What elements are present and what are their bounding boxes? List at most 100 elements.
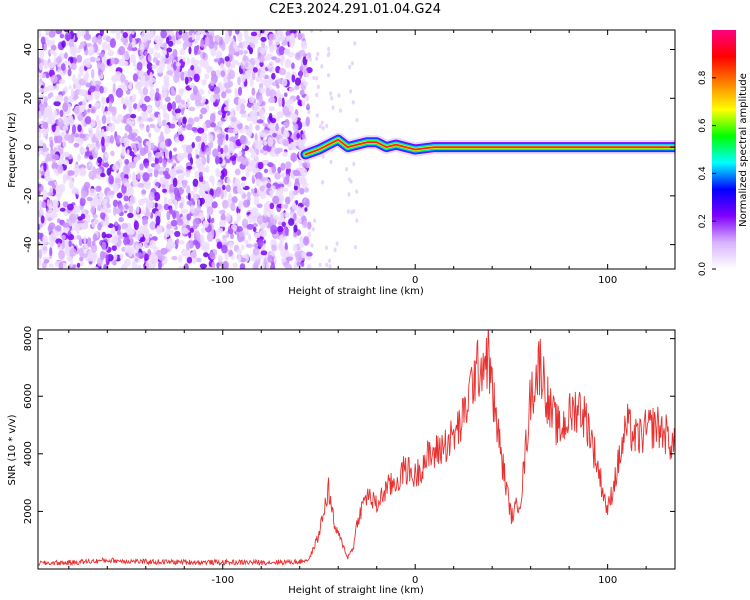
heatmap-cell [87,108,91,113]
heatmap-cell [120,30,124,34]
heatmap-cell [201,79,207,86]
heatmap-cell [75,47,81,54]
heatmap-cell [166,70,174,76]
heatmap-cell [215,170,222,178]
heatmap-cell [291,113,298,123]
heatmap-cell [143,182,150,188]
heatmap-cell [55,135,63,144]
heatmap-cell [125,164,129,173]
y-tick-label: 40 [23,43,34,56]
heatmap-cell [276,78,282,84]
heatmap-cell [186,57,190,66]
heatmap-cell [203,252,209,258]
heatmap-cell [177,127,183,136]
heatmap-cell [263,258,267,265]
heatmap-cell [230,202,236,212]
heatmap-cell [57,117,64,128]
heatmap-cell [316,51,320,57]
heatmap-cell [246,129,251,136]
heatmap-cell [199,113,203,120]
heatmap-cell [142,117,149,122]
heatmap-cell [145,234,150,244]
heatmap-cell [221,244,228,254]
heatmap-cell [167,138,172,147]
heatmap-cell [205,147,212,157]
heatmap-cell [50,74,58,84]
heatmap-cell [196,157,203,167]
colorbar-tick-label: 0.8 [698,70,708,85]
heatmap-cell [179,240,185,245]
heatmap-cell [101,136,105,147]
heatmap-cell [283,176,290,185]
heatmap-cell [128,81,133,91]
heatmap-cell [199,59,204,68]
heatmap-cell [248,47,253,55]
heatmap-cell [124,158,130,165]
heatmap-cell [151,64,158,70]
heatmap-cell [295,253,303,263]
heatmap-cell [42,189,48,198]
y-tick-label: -40 [23,236,34,252]
heatmap-cell [182,41,187,51]
heatmap-cell [246,116,252,122]
heatmap-cell [199,263,208,269]
heatmap-cell [238,202,242,210]
heatmap-cell [243,50,248,55]
heatmap-cell [74,106,80,115]
heatmap-cell [149,172,153,177]
heatmap-cell [253,242,259,248]
heatmap-cell [281,97,285,108]
snr-y-ticks: 2000 4000 6000 8000 [23,326,675,524]
heatmap-cell [288,86,295,93]
heatmap-cell [197,127,205,134]
heatmap-cell [118,217,125,223]
heatmap-cell [198,175,204,183]
heatmap-cell [189,227,194,233]
heatmap-cell [216,181,222,188]
heatmap-cell [242,41,249,47]
heatmap-cell [148,47,155,55]
heatmap-cell [248,96,255,104]
heatmap-cell [211,176,215,187]
heatmap-cell [120,263,128,269]
heatmap-cell [199,197,205,205]
heatmap-cell [146,199,154,210]
heatmap-cell [355,218,359,223]
heatmap-cell [318,124,322,129]
heatmap-cell [67,234,75,241]
heatmap-cell [99,250,105,261]
heatmap-cell [180,71,185,82]
heatmap-y-ticks: -40 -20 0 20 40 [23,43,675,253]
heatmap-cell [78,167,87,177]
heatmap-cell [101,231,107,239]
heatmap-cell [164,230,170,238]
heatmap-cell [299,160,303,168]
heatmap-cell [178,88,184,97]
heatmap-cell [78,45,83,50]
heatmap-cell [268,97,276,104]
heatmap-cell [289,192,294,202]
heatmap-cell [269,121,275,130]
heatmap-cell [201,156,207,165]
heatmap-cell [134,257,139,263]
heatmap-cell [188,231,192,239]
heatmap-cell [316,84,320,89]
heatmap-cell [237,35,243,42]
heatmap-cell [258,55,265,63]
heatmap-cell [186,165,193,170]
x-tick-label: 100 [598,275,617,286]
heatmap-cell [78,78,87,86]
heatmap-cell [198,188,206,197]
heatmap-cell [349,89,353,94]
heatmap-cell [307,109,311,115]
heatmap-cell [145,260,152,269]
heatmap-cell [136,61,143,71]
heatmap-cell [183,263,189,269]
heatmap-cell [261,214,269,224]
heatmap-cell [331,105,335,110]
heatmap-cell [164,96,171,103]
heatmap-cell [55,30,63,35]
heatmap-cell [283,129,288,138]
heatmap-cell [259,70,266,79]
heatmap-cell [101,41,108,52]
